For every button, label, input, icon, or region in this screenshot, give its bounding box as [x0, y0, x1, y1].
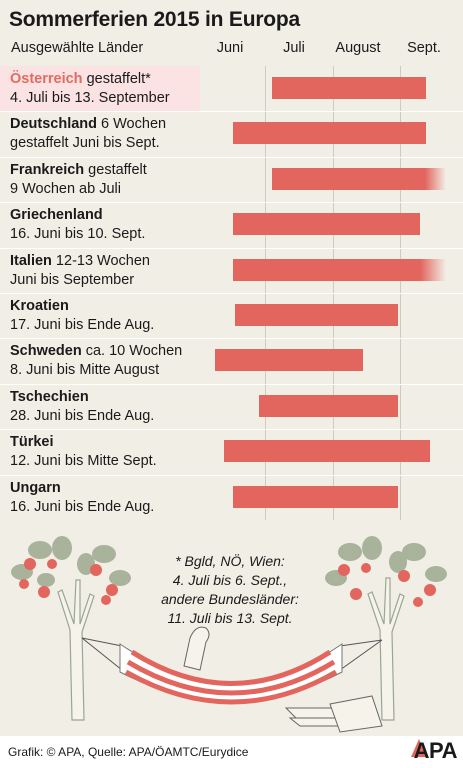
apa-logo-icon: [411, 739, 427, 757]
country-name: Italien: [10, 253, 52, 269]
row-separator: [0, 202, 463, 203]
x-tick-label: Juni: [216, 40, 244, 56]
x-tick-label: Juli: [283, 40, 305, 56]
country-label: Tschechien 28. Juni bis Ende Aug.: [10, 388, 154, 426]
country-name: Kroatien: [10, 298, 69, 314]
x-tick-label: Sept.: [407, 40, 441, 56]
country-detail: 6 Wochen: [97, 116, 167, 132]
country-name: Ungarn: [10, 480, 61, 496]
holiday-bar-kroatien: [235, 304, 398, 326]
books: [284, 695, 383, 733]
x-tick-label: August: [335, 40, 381, 56]
row-separator: [0, 429, 463, 430]
country-label: Kroatien 17. Juni bis Ende Aug.: [10, 297, 154, 335]
country-name: Tschechien: [10, 389, 89, 405]
holiday-period: 16. Juni bis 10. Sept.: [10, 226, 146, 242]
country-name: Österreich: [10, 71, 83, 87]
country-name: Schweden: [10, 343, 82, 359]
holiday-period: 12. Juni bis Mitte Sept.: [10, 453, 157, 469]
country-detail: 12-13 Wochen: [51, 253, 150, 269]
apa-logo-text: APA: [413, 738, 458, 763]
holiday-bar-schweden: [215, 349, 363, 371]
holiday-bar-österreich: [272, 77, 426, 99]
hammock: [119, 643, 343, 705]
footnote-line: 4. Juli bis 6. Sept.,: [172, 572, 288, 588]
holiday-period: 4. Juli bis 13. September: [10, 90, 170, 106]
footer-bar: [0, 736, 463, 768]
holiday-bar-ungarn: [233, 486, 398, 508]
country-name: Frankreich: [10, 162, 85, 178]
country-name: Deutschland: [10, 116, 98, 132]
row-separator: [0, 293, 463, 294]
footnote: * Bgld, NÖ, Wien: 4. Juli bis 6. Sept., …: [150, 552, 310, 628]
holiday-bar-frankreich: [272, 168, 446, 190]
holiday-bar-tschechien: [259, 395, 398, 417]
footnote-line: * Bgld, NÖ, Wien:: [175, 553, 285, 569]
right-tree: [325, 536, 447, 721]
row-separator: [0, 248, 463, 249]
holiday-bar-italien: [233, 259, 446, 281]
source-credit: Grafik: © APA, Quelle: APA/ÖAMTC/Eurydic…: [8, 745, 249, 759]
holiday-period: 17. Juni bis Ende Aug.: [10, 317, 155, 333]
page-title: Sommerferien 2015 in Europa: [9, 8, 301, 31]
country-label: Griechenland 16. Juni bis 10. Sept.: [10, 206, 145, 244]
country-label: Deutschland 6 Wochen gestaffelt Juni bis …: [10, 115, 166, 153]
hammock-illustration: [11, 536, 447, 733]
footnote-line: 11. Juli bis 13. Sept.: [167, 610, 293, 626]
row-separator: [0, 157, 463, 158]
left-tree: [11, 536, 131, 721]
holiday-period: Juni bis September: [10, 272, 135, 288]
country-label: Österreich gestaffelt* 4. Juli bis 13. Se…: [10, 70, 170, 108]
row-separator: [0, 475, 463, 476]
holiday-period: 8. Juni bis Mitte August: [10, 362, 160, 378]
country-label: Frankreich gestaffelt 9 Wochen ab Juli: [10, 161, 147, 199]
holiday-period: 16. Juni bis Ende Aug.: [10, 499, 155, 515]
holiday-period: 28. Juni bis Ende Aug.: [10, 408, 155, 424]
holiday-bar-griechenland: [233, 213, 420, 235]
country-detail: ca. 10 Wochen: [81, 343, 183, 359]
row-separator: [0, 384, 463, 385]
country-detail: gestaffelt: [84, 162, 147, 178]
row-separator: [0, 111, 463, 112]
holiday-bar-türkei: [224, 440, 430, 462]
country-name: Türkei: [10, 434, 54, 450]
holiday-period: gestaffelt Juni bis Sept.: [10, 135, 160, 151]
country-label: Ungarn 16. Juni bis Ende Aug.: [10, 479, 154, 517]
row-separator: [0, 338, 463, 339]
country-label: Türkei 12. Juni bis Mitte Sept.: [10, 433, 157, 471]
footnote-line: andere Bundesländer:: [161, 591, 299, 607]
holiday-bar-deutschland: [233, 122, 426, 144]
country-label: Schweden ca. 10 Wochen 8. Juni bis Mitte …: [10, 342, 182, 380]
y-axis-label: Ausgewählte Länder: [11, 40, 144, 56]
holiday-period: 9 Wochen ab Juli: [10, 181, 121, 197]
country-label: Italien 12-13 Wochen Juni bis September: [10, 252, 150, 290]
country-detail: gestaffelt*: [82, 71, 151, 87]
country-name: Griechenland: [10, 207, 103, 223]
